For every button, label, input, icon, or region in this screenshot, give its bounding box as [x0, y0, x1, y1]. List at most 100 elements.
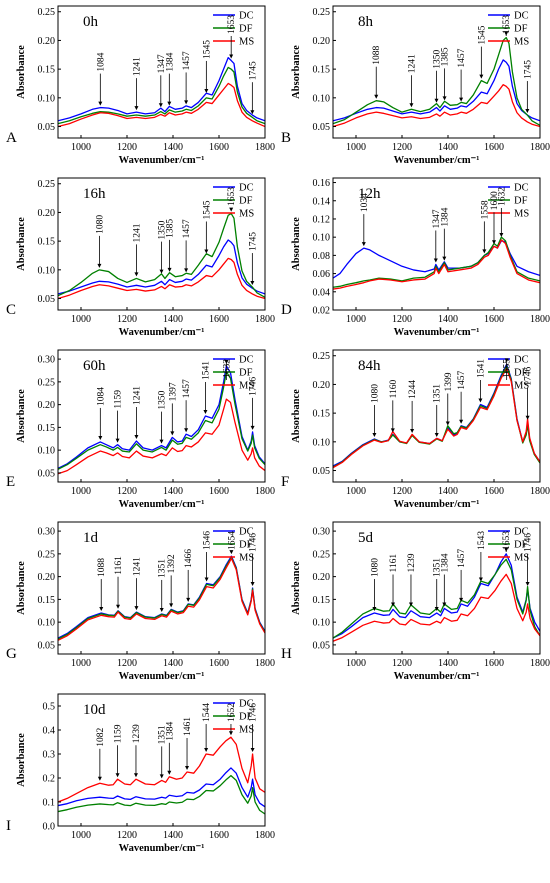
- x-tick-label: 1800: [530, 314, 550, 325]
- spectrum-chart: 1000 1200 1400 1600 1800 0.0 0.1 0.2 0.3 0.4 0.5 Wa…: [16, 693, 275, 854]
- peak-label: 1632: [222, 359, 232, 378]
- legend-label-dc: DC: [239, 699, 254, 710]
- y-tick-label: 0.25: [313, 351, 331, 362]
- peak-label: 1461: [183, 717, 193, 736]
- peak-annotation: 1385: [441, 47, 451, 101]
- peak-label: 1034: [360, 193, 370, 212]
- y-tick-label: 0.10: [38, 446, 56, 457]
- peak-annotation: 1084: [96, 52, 106, 106]
- panel-i: 1000 1200 1400 1600 1800 0.0 0.1 0.2 0.3 0.4 0.5 Wa…: [0, 688, 275, 860]
- y-tick-label: 0.10: [313, 233, 331, 244]
- x-tick-label: 1200: [392, 314, 412, 325]
- peak-annotation: 1239: [407, 553, 417, 607]
- x-tick-label: 1000: [71, 142, 91, 153]
- peak-annotation: 1746: [249, 703, 259, 752]
- peak-annotation: 1034: [360, 193, 370, 247]
- x-tick-label: 1200: [117, 314, 137, 325]
- panel-letter: B: [281, 130, 292, 146]
- peak-label: 1084: [96, 52, 106, 71]
- peak-label: 1457: [182, 379, 192, 398]
- panel-g: 1000 1200 1400 1600 1800 0.05 0.10 0.15 0.20 0.25…: [0, 516, 275, 688]
- peak-label: 1351: [433, 558, 443, 577]
- peak-annotation: 1457: [182, 379, 192, 433]
- x-tick-label: 1400: [163, 142, 183, 153]
- peak-annotation: 1632: [222, 359, 232, 380]
- peak-label: 1745: [523, 60, 533, 79]
- peak-label: 1160: [389, 379, 399, 398]
- peak-annotation: 1457: [457, 48, 467, 102]
- peak-label: 1350: [158, 220, 168, 239]
- peak-label: 1457: [182, 51, 192, 70]
- y-tick-label: 0.04: [313, 287, 331, 298]
- peak-label: 1746: [524, 533, 534, 552]
- y-tick-label: 0.10: [38, 265, 56, 276]
- x-axis-title: Wavenumber/cm⁻¹: [394, 499, 480, 510]
- spectrum-chart: 1000 1200 1400 1600 1800 0.05 0.10 0.15 0.20 0.25…: [16, 5, 275, 166]
- panel-letter: A: [6, 130, 17, 146]
- peak-label: 1392: [167, 554, 177, 573]
- series-line-df: [333, 36, 540, 126]
- y-tick-label: 0.10: [313, 437, 331, 448]
- y-tick-label: 0.14: [313, 196, 331, 207]
- x-tick-label: 1800: [255, 486, 275, 497]
- y-tick-label: 0.30: [38, 355, 56, 366]
- x-tick-label: 1200: [117, 142, 137, 153]
- x-tick-label: 1200: [117, 830, 137, 841]
- peak-annotation: 1351: [158, 725, 168, 779]
- peak-label: 1653: [227, 187, 237, 206]
- legend-label-df: DF: [514, 24, 528, 35]
- peak-label: 1558: [480, 200, 490, 219]
- legend-label-ms: MS: [239, 381, 254, 392]
- panel-letter: D: [281, 302, 292, 318]
- peak-annotation: 1241: [132, 386, 142, 440]
- y-tick-label: 0.15: [313, 409, 331, 420]
- peak-annotation: 1347: [157, 54, 167, 108]
- legend-label-df: DF: [239, 712, 253, 723]
- peak-label: 1384: [165, 52, 175, 71]
- peak-annotation: 1080: [95, 215, 105, 268]
- x-tick-label: 1200: [392, 658, 412, 669]
- y-tick-label: 0.20: [313, 380, 331, 391]
- peak-annotation: 1384: [440, 553, 450, 607]
- peak-label: 1080: [95, 215, 105, 234]
- peak-annotation: 1545: [477, 25, 487, 79]
- peak-annotation: 1746: [524, 366, 534, 420]
- peak-annotation: 1457: [182, 51, 192, 105]
- series-line-df: [333, 236, 540, 288]
- peak-annotation: 1350: [158, 390, 168, 444]
- x-axis-title: Wavenumber/cm⁻¹: [119, 843, 205, 854]
- legend-label-df: DF: [239, 196, 253, 207]
- peak-label: 1241: [132, 557, 142, 576]
- panel-a: 1000 1200 1400 1600 1800 0.05 0.10 0.15 0.20 0.25…: [0, 0, 275, 172]
- panel-h: 1000 1200 1400 1600 1800 0.05 0.10 0.15 0.20 0.25…: [275, 516, 550, 688]
- series-line-ms: [333, 83, 540, 128]
- peak-annotation: 1545: [202, 40, 212, 93]
- y-tick-label: 0.20: [38, 208, 56, 219]
- spectrum-chart: 1000 1200 1400 1600 1800 0.05 0.10 0.15 0.20 0.25…: [291, 5, 550, 166]
- y-tick-label: 0.20: [38, 400, 56, 411]
- y-tick-label: 0.15: [38, 237, 56, 248]
- legend-label-ms: MS: [514, 209, 529, 220]
- series-line-dc: [333, 59, 540, 122]
- series-line-ms: [333, 239, 540, 290]
- peak-annotation: 1384: [165, 52, 175, 106]
- series-line-ms: [58, 557, 265, 641]
- spectrum-chart: 1000 1200 1400 1600 1800 0.05 0.10 0.15 0.20 0.25…: [291, 349, 550, 510]
- x-tick-label: 1600: [484, 486, 504, 497]
- peak-label: 1546: [203, 531, 213, 550]
- y-tick-label: 0.25: [313, 549, 331, 560]
- x-tick-label: 1000: [346, 486, 366, 497]
- x-axis-title: Wavenumber/cm⁻¹: [394, 155, 480, 166]
- y-tick-label: 0.10: [313, 618, 331, 629]
- peak-annotation: 1600: [490, 191, 500, 245]
- y-tick-label: 0.05: [313, 122, 331, 133]
- plot-frame: [57, 5, 266, 139]
- y-tick-label: 0.30: [38, 527, 56, 538]
- legend-label-dc: DC: [239, 11, 254, 22]
- peak-label: 1351: [158, 725, 168, 744]
- peak-annotation: 1653: [502, 15, 512, 36]
- peak-label: 1080: [370, 558, 380, 577]
- y-tick-label: 0.2: [43, 774, 56, 785]
- spectrum-chart: 1000 1200 1400 1600 1800 0.05 0.10 0.15 0.20 0.25…: [291, 521, 550, 682]
- legend-label-ms: MS: [514, 381, 529, 392]
